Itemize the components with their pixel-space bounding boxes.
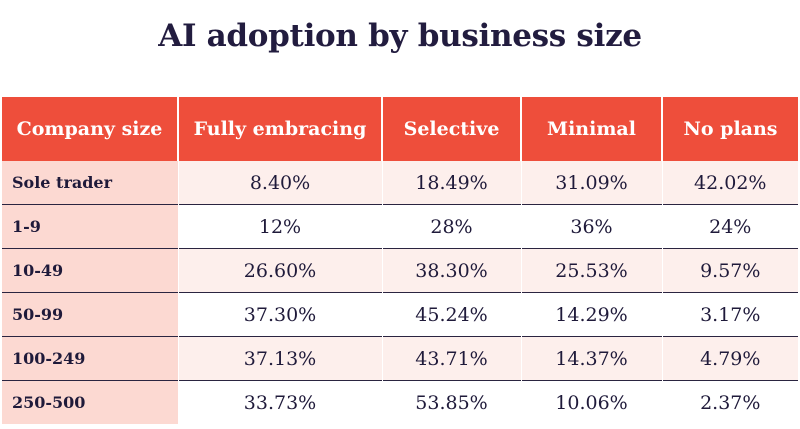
table-header-row: Company size Fully embracing Selective M… xyxy=(2,97,798,161)
no-plans-cell: 9.57% xyxy=(662,248,798,293)
fully-embracing-cell: 26.60% xyxy=(178,248,383,293)
selective-cell: 18.49% xyxy=(382,161,522,205)
fully-embracing-cell: 33.73% xyxy=(178,380,383,424)
no-plans-cell: 3.17% xyxy=(662,292,798,337)
no-plans-cell: 2.37% xyxy=(662,380,798,424)
selective-cell: 45.24% xyxy=(382,292,522,337)
selective-cell: 28% xyxy=(382,204,522,249)
table-row: 100-249 37.13% 43.71% 14.37% 4.79% xyxy=(2,336,798,381)
company-size-cell: Sole trader xyxy=(2,161,179,205)
no-plans-cell: 42.02% xyxy=(662,161,798,205)
selective-cell: 38.30% xyxy=(382,248,522,293)
selective-cell: 43.71% xyxy=(382,336,522,381)
header-fully-embracing: Fully embracing xyxy=(178,97,383,161)
table-row: 1-9 12% 28% 36% 24% xyxy=(2,204,798,249)
company-size-cell: 50-99 xyxy=(2,292,179,337)
fully-embracing-cell: 8.40% xyxy=(178,161,383,205)
no-plans-cell: 24% xyxy=(662,204,798,249)
adoption-table: Company size Fully embracing Selective M… xyxy=(2,97,798,424)
minimal-cell: 36% xyxy=(521,204,663,249)
header-selective: Selective xyxy=(382,97,522,161)
header-minimal: Minimal xyxy=(521,97,663,161)
company-size-cell: 100-249 xyxy=(2,336,179,381)
header-no-plans: No plans xyxy=(662,97,798,161)
fully-embracing-cell: 37.13% xyxy=(178,336,383,381)
chart-title: AI adoption by business size xyxy=(158,18,642,54)
company-size-cell: 10-49 xyxy=(2,248,179,293)
fully-embracing-cell: 37.30% xyxy=(178,292,383,337)
minimal-cell: 25.53% xyxy=(521,248,663,293)
company-size-cell: 1-9 xyxy=(2,204,179,249)
minimal-cell: 14.29% xyxy=(521,292,663,337)
minimal-cell: 31.09% xyxy=(521,161,663,205)
table-row: 250-500 33.73% 53.85% 10.06% 2.37% xyxy=(2,380,798,424)
minimal-cell: 10.06% xyxy=(521,380,663,424)
fully-embracing-cell: 12% xyxy=(178,204,383,249)
no-plans-cell: 4.79% xyxy=(662,336,798,381)
minimal-cell: 14.37% xyxy=(521,336,663,381)
table-row: 50-99 37.30% 45.24% 14.29% 3.17% xyxy=(2,292,798,337)
header-company-size: Company size xyxy=(2,97,179,161)
table-row: Sole trader 8.40% 18.49% 31.09% 42.02% xyxy=(2,161,798,205)
selective-cell: 53.85% xyxy=(382,380,522,424)
company-size-cell: 250-500 xyxy=(2,380,179,424)
table-row: 10-49 26.60% 38.30% 25.53% 9.57% xyxy=(2,248,798,293)
